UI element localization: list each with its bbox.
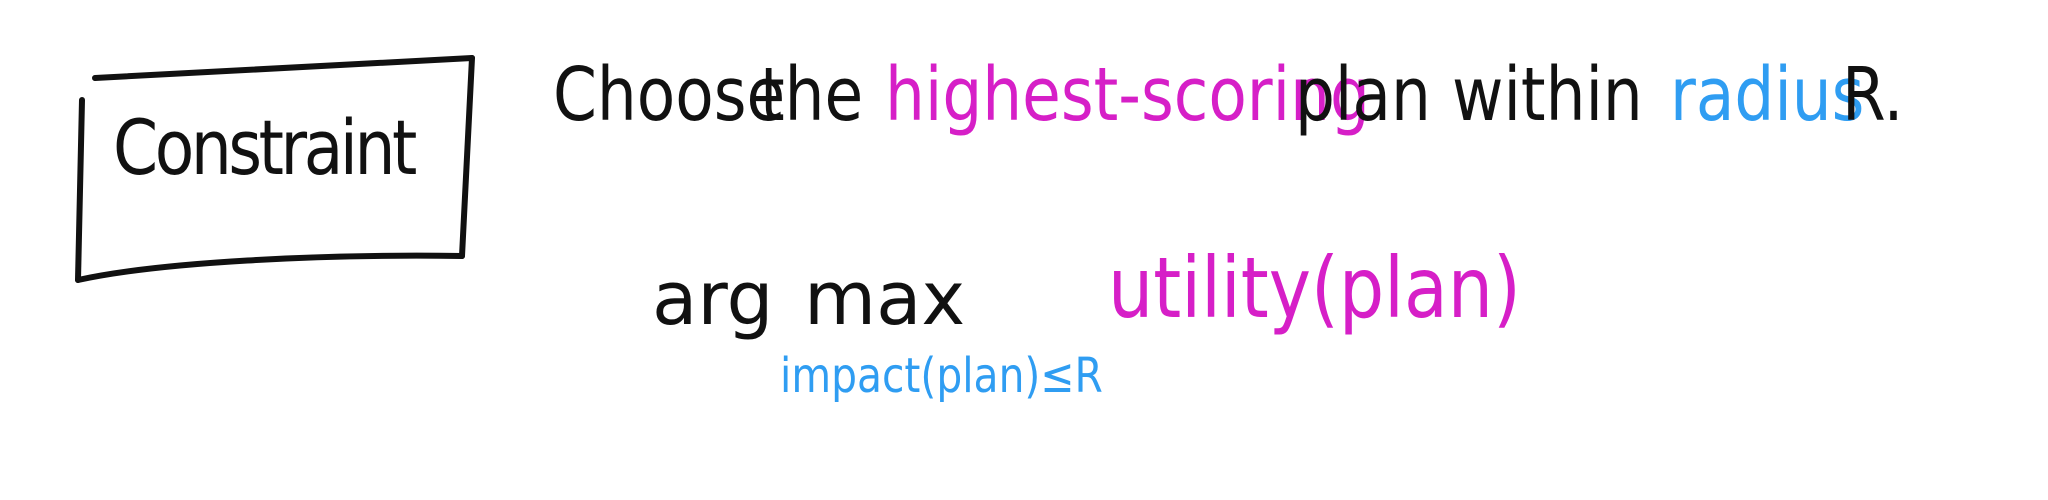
formula-subscript-impact: impact(plan)≤R xyxy=(780,348,1103,404)
formula-utility: utility(plan) xyxy=(1108,239,1521,337)
constraint-box-frame xyxy=(75,55,475,283)
sentence-word-choose: Choose xyxy=(553,52,786,138)
sentence-highest-scoring: highest-scoring xyxy=(885,52,1370,138)
formula-arg: arg xyxy=(652,256,774,342)
box-label: Constraint xyxy=(113,103,417,192)
sentence-r: R. xyxy=(1842,52,1904,138)
formula-max: max xyxy=(804,256,966,342)
sentence-radius: radius xyxy=(1670,52,1865,138)
sentence-word-plan: plan xyxy=(1295,52,1431,138)
sentence-word-within: within xyxy=(1452,52,1643,138)
sentence-word-the: the xyxy=(760,52,864,138)
